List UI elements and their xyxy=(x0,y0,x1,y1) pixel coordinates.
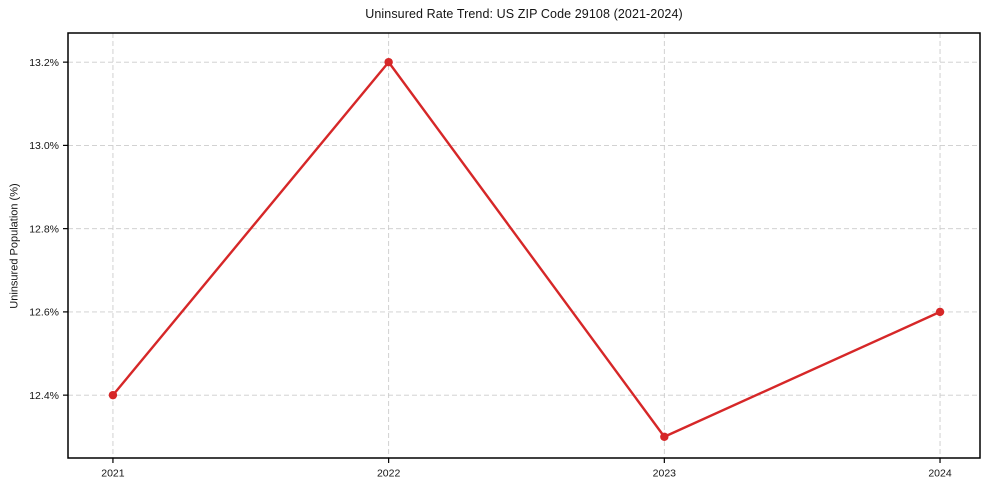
chart-title: Uninsured Rate Trend: US ZIP Code 29108 … xyxy=(365,7,683,21)
trend-line xyxy=(111,60,942,438)
axes-frame xyxy=(67,32,981,459)
data-point-marker xyxy=(660,432,669,441)
x-tick-label: 2022 xyxy=(377,468,401,480)
y-tick-label: 12.6% xyxy=(29,307,59,319)
data-point-marker xyxy=(108,390,118,400)
y-tick-label: 13.0% xyxy=(29,140,59,152)
y-tick-label: 13.2% xyxy=(29,57,59,69)
data-point-marker xyxy=(384,57,393,67)
y-tick-label: 12.4% xyxy=(29,390,59,402)
y-tick-label: 12.8% xyxy=(29,223,59,235)
x-tick-label: 2024 xyxy=(928,468,952,480)
x-tick-label: 2023 xyxy=(653,468,677,480)
x-tick-label: 2021 xyxy=(101,468,125,480)
data-point-marker xyxy=(935,307,945,317)
